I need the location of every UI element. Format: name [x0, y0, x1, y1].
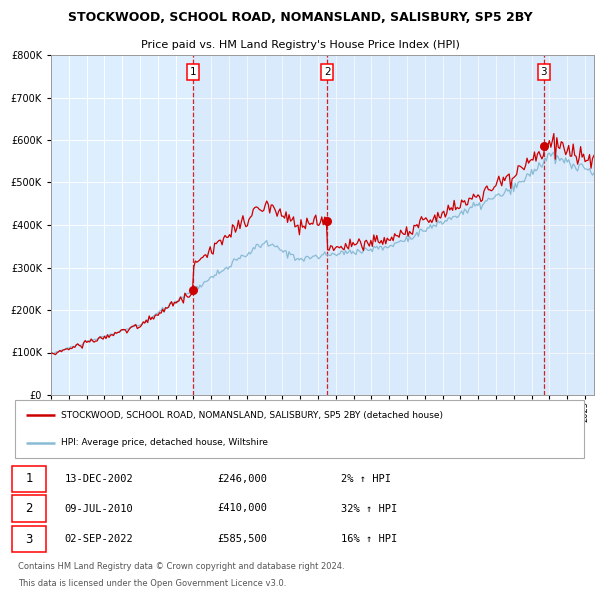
- Text: £410,000: £410,000: [218, 503, 268, 513]
- Text: 2: 2: [324, 67, 331, 77]
- Text: 3: 3: [25, 533, 32, 546]
- Text: £585,500: £585,500: [218, 534, 268, 544]
- Text: 1: 1: [25, 472, 32, 485]
- Text: HPI: Average price, detached house, Wiltshire: HPI: Average price, detached house, Wilt…: [61, 438, 268, 447]
- Text: 13-DEC-2002: 13-DEC-2002: [65, 474, 134, 484]
- Text: 16% ↑ HPI: 16% ↑ HPI: [341, 534, 397, 544]
- Text: Price paid vs. HM Land Registry's House Price Index (HPI): Price paid vs. HM Land Registry's House …: [140, 40, 460, 50]
- Text: 2: 2: [25, 502, 32, 515]
- Text: STOCKWOOD, SCHOOL ROAD, NOMANSLAND, SALISBURY, SP5 2BY: STOCKWOOD, SCHOOL ROAD, NOMANSLAND, SALI…: [68, 11, 532, 24]
- FancyBboxPatch shape: [12, 496, 46, 522]
- FancyBboxPatch shape: [12, 466, 46, 491]
- Text: £246,000: £246,000: [218, 474, 268, 484]
- Bar: [193, 55, 600, 395]
- Text: 2% ↑ HPI: 2% ↑ HPI: [341, 474, 391, 484]
- FancyBboxPatch shape: [15, 401, 584, 457]
- Text: Contains HM Land Registry data © Crown copyright and database right 2024.: Contains HM Land Registry data © Crown c…: [18, 562, 344, 571]
- Text: This data is licensed under the Open Government Licence v3.0.: This data is licensed under the Open Gov…: [18, 579, 286, 588]
- Text: 02-SEP-2022: 02-SEP-2022: [65, 534, 134, 544]
- Text: 32% ↑ HPI: 32% ↑ HPI: [341, 503, 397, 513]
- Text: 1: 1: [190, 67, 196, 77]
- FancyBboxPatch shape: [12, 526, 46, 552]
- Text: STOCKWOOD, SCHOOL ROAD, NOMANSLAND, SALISBURY, SP5 2BY (detached house): STOCKWOOD, SCHOOL ROAD, NOMANSLAND, SALI…: [61, 411, 443, 420]
- Text: 3: 3: [541, 67, 547, 77]
- Text: 09-JUL-2010: 09-JUL-2010: [65, 503, 134, 513]
